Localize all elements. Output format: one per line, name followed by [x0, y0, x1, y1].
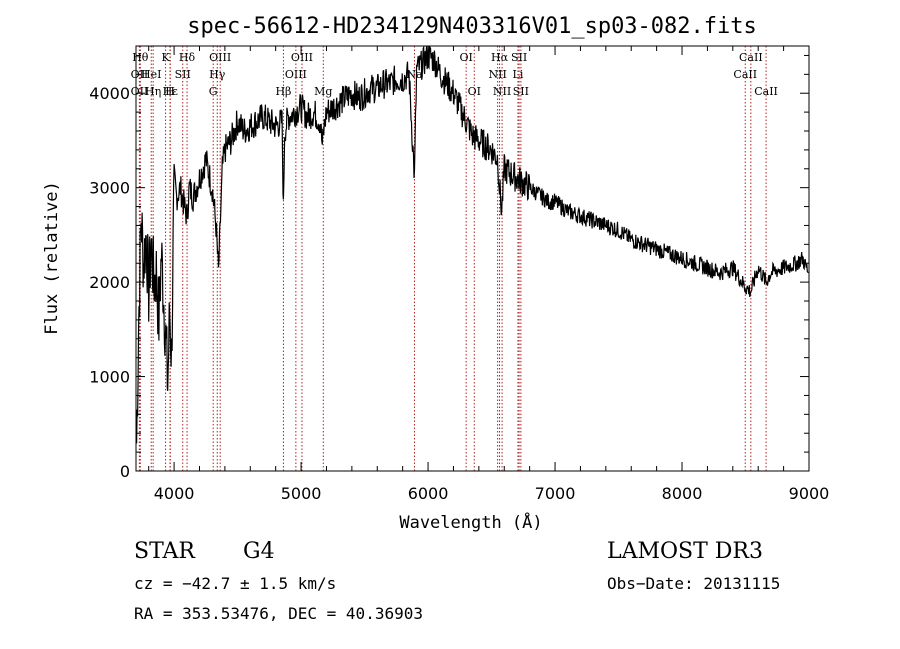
- y-tick-label-4000: 4000: [89, 84, 130, 103]
- x-tick-label-5000: 5000: [281, 484, 322, 503]
- x-tick-label-8000: 8000: [662, 484, 703, 503]
- line-marker-label-3: Hη: [145, 85, 161, 98]
- line-marker-label-5: K: [161, 51, 170, 64]
- y-tick-label-1000: 1000: [89, 368, 130, 387]
- chart-title: spec-56612-HD234129N403316V01_sp03-082.f…: [187, 14, 757, 39]
- y-tick-label-2000: 2000: [89, 273, 130, 292]
- line-marker-label-16: Mg: [314, 85, 332, 98]
- spectrum-line: [136, 45, 809, 444]
- line-marker-label-26: CaII: [733, 68, 757, 81]
- line-marker-label-13: Hβ: [275, 85, 291, 98]
- line-marker-label-6: H: [165, 85, 175, 98]
- x-tick-label-9000: 9000: [789, 484, 830, 503]
- y-axis-label: Flux (relative): [42, 181, 62, 335]
- line-marker-label-18: OI: [459, 51, 472, 64]
- line-marker-label-9: Hδ: [179, 51, 196, 64]
- y-tick-label-3000: 3000: [89, 179, 130, 198]
- line-marker-label-28: CaII: [754, 85, 778, 98]
- line-marker-label-10: Hγ: [209, 68, 226, 81]
- line-marker-label-14: OIII: [285, 68, 307, 81]
- observation-date: Obs−Date: 20131115: [607, 574, 781, 593]
- line-marker-label-0: Hθ: [132, 51, 149, 64]
- line-marker-label-11: G: [209, 85, 218, 98]
- line-marker-label-21: Hα: [491, 51, 509, 64]
- line-marker-label-27: CaII: [739, 51, 763, 64]
- line-marker-label-19: OI: [468, 85, 481, 98]
- line-marker-label-24: SII: [511, 51, 527, 64]
- line-marker-label-17: Na: [406, 68, 423, 81]
- line-marker-label-20: NII: [488, 68, 506, 81]
- line-marker-label-25: SII: [513, 85, 529, 98]
- x-tick-label-7000: 7000: [535, 484, 576, 503]
- redshift-cz: cz = −42.7 ± 1.5 km/s: [134, 574, 337, 593]
- line-marker-label-15: OIII: [291, 51, 313, 64]
- x-axis: 4000 5000 6000 7000 8000 9000: [148, 46, 830, 503]
- line-marker-label-8: SII: [175, 68, 191, 81]
- object-class: STAR: [134, 539, 195, 564]
- coordinates: RA = 353.53476, DEC = 40.36903: [134, 604, 423, 623]
- spectral-line-labels: HθOIIOIIHηHeIKHHεSIIHδHγGOIIIHβOIIIOIIIM…: [131, 51, 778, 98]
- line-marker-label-4: HeI: [141, 68, 161, 81]
- x-tick-label-6000: 6000: [408, 484, 449, 503]
- line-marker-label-23: Li: [513, 68, 524, 81]
- x-axis-label: Wavelength (Å): [399, 511, 542, 533]
- line-marker-label-12: OIII: [209, 51, 231, 64]
- object-subclass: G4: [243, 539, 275, 564]
- line-marker-label-2: OII: [131, 85, 149, 98]
- x-tick-label-4000: 4000: [154, 484, 195, 503]
- y-tick-label-0: 0: [120, 462, 130, 481]
- line-marker-label-7: Hε: [163, 85, 179, 98]
- y-axis: 0 1000 2000 3000 4000: [89, 54, 809, 481]
- survey-label: LAMOST DR3: [607, 539, 763, 564]
- line-marker-label-22: NII: [493, 85, 511, 98]
- plot-frame: [135, 45, 810, 472]
